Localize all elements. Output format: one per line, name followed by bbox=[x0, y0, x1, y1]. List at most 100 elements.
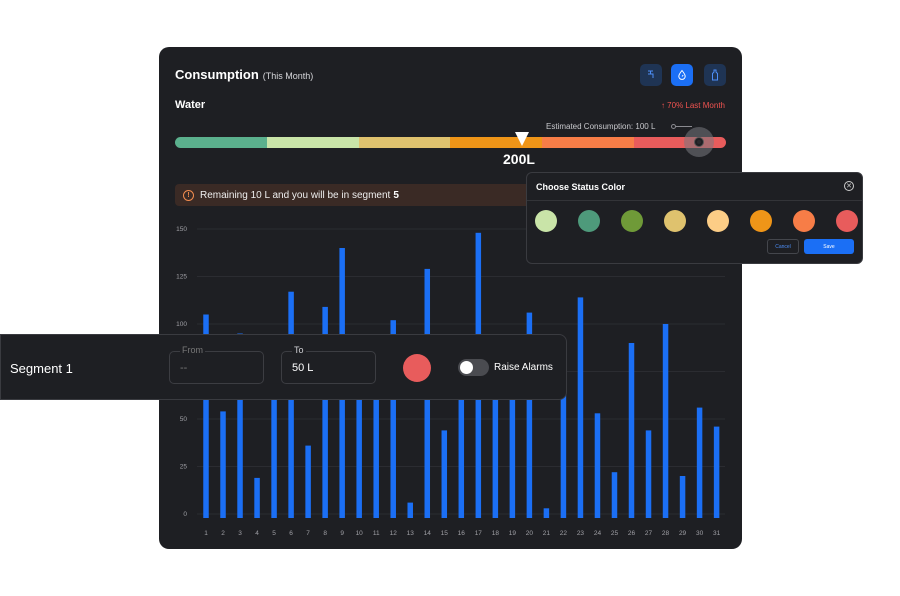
y-tick-label: 50 bbox=[180, 416, 188, 423]
bar-day-28[interactable] bbox=[662, 324, 669, 518]
x-tick-label: 14 bbox=[424, 530, 432, 537]
x-tick-label: 16 bbox=[458, 530, 466, 537]
estimated-consumption: Estimated Consumption: 100 L bbox=[546, 122, 656, 131]
x-tick-label: 26 bbox=[628, 530, 636, 537]
segment-editor-panel: Segment 1 From -- To 50 L Raise Alarms bbox=[0, 334, 567, 400]
color-swatch[interactable] bbox=[707, 210, 729, 232]
bar-day-26[interactable] bbox=[628, 343, 635, 518]
bar-day-20[interactable] bbox=[526, 312, 533, 518]
tap-icon[interactable] bbox=[640, 64, 662, 86]
x-tick-label: 11 bbox=[373, 530, 380, 537]
bar-day-24[interactable] bbox=[594, 413, 601, 518]
segment-5[interactable] bbox=[542, 137, 635, 148]
raise-alarms-toggle[interactable] bbox=[458, 359, 489, 376]
bar-day-4[interactable] bbox=[254, 477, 260, 518]
x-tick-label: 4 bbox=[255, 530, 259, 537]
marker-value: 200L bbox=[503, 151, 535, 167]
bar-day-27[interactable] bbox=[645, 430, 652, 518]
bar-day-29[interactable] bbox=[679, 476, 686, 518]
bar-day-13[interactable] bbox=[407, 502, 413, 518]
bar-day-7[interactable] bbox=[305, 445, 311, 518]
title-subtitle: (This Month) bbox=[262, 71, 314, 81]
x-tick-label: 20 bbox=[526, 530, 534, 537]
x-tick-label: 29 bbox=[679, 530, 687, 537]
estimate-leader-dot bbox=[671, 124, 676, 129]
bar-day-25[interactable] bbox=[611, 472, 618, 518]
bar-day-2[interactable] bbox=[220, 411, 226, 518]
color-swatch[interactable] bbox=[621, 210, 643, 232]
x-tick-label: 18 bbox=[492, 530, 500, 537]
x-tick-label: 10 bbox=[356, 530, 364, 537]
to-value: 50 L bbox=[292, 362, 314, 374]
save-button[interactable]: Save bbox=[804, 239, 854, 254]
x-tick-label: 15 bbox=[441, 530, 449, 537]
x-tick-label: 25 bbox=[611, 530, 619, 537]
color-swatch[interactable] bbox=[750, 210, 772, 232]
chart-svg: 1501251007550250123456789101112131415161… bbox=[176, 226, 725, 537]
consumption-marker bbox=[515, 132, 529, 146]
bar-day-3[interactable] bbox=[237, 333, 243, 519]
x-tick-label: 27 bbox=[645, 530, 653, 537]
daily-consumption-chart: 1501251007550250123456789101112131415161… bbox=[159, 217, 742, 547]
bar-day-16[interactable] bbox=[458, 362, 465, 518]
segment-2[interactable] bbox=[266, 137, 359, 148]
bar-day-21[interactable] bbox=[543, 508, 550, 518]
segment-bar[interactable] bbox=[175, 137, 726, 148]
bar-day-22[interactable] bbox=[560, 371, 567, 519]
color-swatch[interactable] bbox=[578, 210, 600, 232]
bottle-icon[interactable] bbox=[704, 64, 726, 86]
picker-divider bbox=[527, 200, 862, 201]
color-swatch[interactable] bbox=[836, 210, 858, 232]
x-tick-label: 12 bbox=[390, 530, 398, 537]
to-label: To bbox=[292, 345, 306, 355]
segment-1[interactable] bbox=[175, 137, 267, 148]
x-tick-label: 28 bbox=[662, 530, 670, 537]
segment-alert: ! Remaining 10 L and you will be in segm… bbox=[175, 184, 535, 206]
bar-day-8[interactable] bbox=[322, 306, 328, 518]
x-tick-label: 3 bbox=[238, 530, 242, 537]
bar-day-6[interactable] bbox=[288, 291, 294, 518]
close-icon[interactable]: ✕ bbox=[844, 181, 854, 191]
color-swatch[interactable] bbox=[664, 210, 686, 232]
segment-handle[interactable] bbox=[695, 138, 703, 146]
bar-day-18[interactable] bbox=[492, 381, 499, 518]
droplet-gauge-icon[interactable] bbox=[671, 64, 693, 86]
y-tick-label: 100 bbox=[176, 321, 187, 328]
alert-text: Remaining 10 L and you will be in segmen… bbox=[200, 189, 391, 201]
trend-indicator: ↑ 70% Last Month bbox=[660, 101, 725, 110]
bar-day-12[interactable] bbox=[390, 320, 396, 518]
x-tick-label: 23 bbox=[577, 530, 585, 537]
segment-color-swatch[interactable] bbox=[403, 354, 431, 382]
x-tick-label: 30 bbox=[696, 530, 704, 537]
to-field[interactable]: To 50 L bbox=[281, 345, 376, 384]
x-tick-label: 21 bbox=[543, 530, 551, 537]
bar-day-23[interactable] bbox=[577, 297, 584, 518]
segment-label: Segment 1 bbox=[10, 361, 73, 376]
segment-6[interactable] bbox=[634, 137, 726, 148]
segment-4[interactable] bbox=[450, 137, 543, 148]
bar-day-15[interactable] bbox=[441, 430, 448, 518]
title-text: Consumption bbox=[175, 67, 259, 82]
bar-day-19[interactable] bbox=[509, 377, 516, 518]
estimate-leader-line bbox=[672, 126, 692, 127]
bar-day-30[interactable] bbox=[696, 407, 703, 518]
bar-day-10[interactable] bbox=[356, 352, 362, 519]
color-swatch[interactable] bbox=[535, 210, 557, 232]
bar-day-5[interactable] bbox=[271, 381, 277, 518]
card-title: Consumption (This Month) bbox=[175, 67, 313, 82]
color-swatch[interactable] bbox=[793, 210, 815, 232]
segment-3[interactable] bbox=[358, 137, 451, 148]
x-tick-label: 13 bbox=[407, 530, 415, 537]
status-color-picker: Choose Status Color ✕ Cancel Save bbox=[526, 172, 863, 264]
bar-day-11[interactable] bbox=[373, 365, 379, 518]
x-tick-label: 19 bbox=[509, 530, 517, 537]
x-tick-label: 8 bbox=[323, 530, 327, 537]
raise-alarms-label: Raise Alarms bbox=[494, 362, 553, 373]
from-field[interactable]: From -- bbox=[169, 345, 264, 384]
y-tick-label: 0 bbox=[183, 511, 187, 518]
bar-day-31[interactable] bbox=[713, 426, 720, 518]
cancel-button[interactable]: Cancel bbox=[767, 239, 799, 254]
from-label: From bbox=[180, 345, 205, 355]
bar-day-1[interactable] bbox=[203, 314, 209, 519]
alert-segment: 5 bbox=[393, 189, 399, 201]
